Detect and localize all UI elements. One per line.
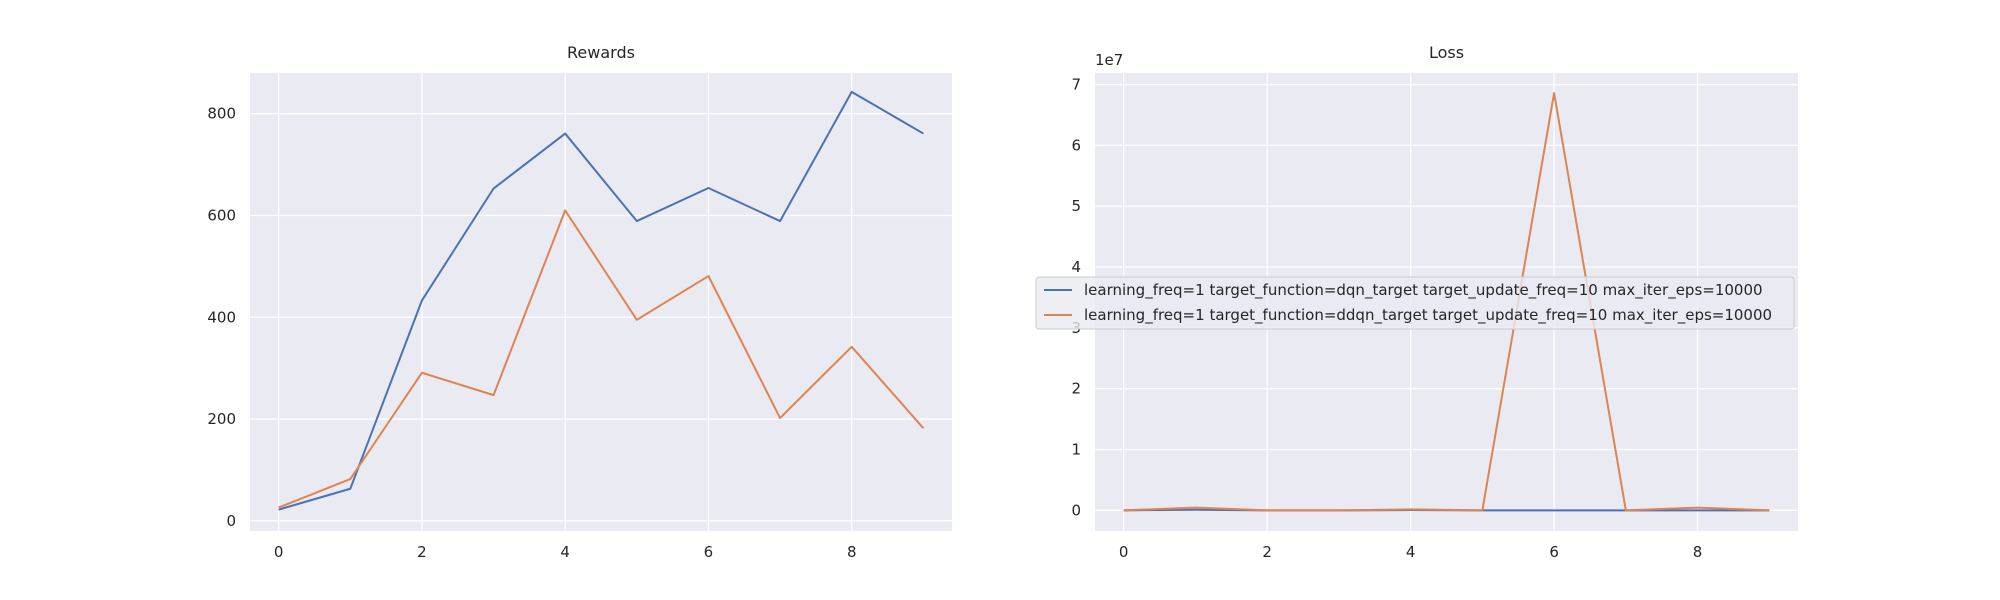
rewards-series-line-2 xyxy=(278,209,925,509)
rewards-plot-area xyxy=(250,73,952,531)
legend-label-1: learning_freq=1 target_function=dqn_targ… xyxy=(1084,281,1763,300)
rewards-x-tick-label: 0 xyxy=(274,543,284,561)
loss-y-tick-label: 0 xyxy=(1071,501,1081,519)
loss-x-tick-label: 2 xyxy=(1262,543,1272,561)
loss-tick-labels: 0246801234567 xyxy=(1071,76,1702,561)
legend: learning_freq=1 target_function=dqn_targ… xyxy=(1035,276,1795,330)
legend-label-2: learning_freq=1 target_function=ddqn_tar… xyxy=(1084,306,1772,325)
loss-series-line-2 xyxy=(1123,92,1770,512)
loss-x-tick-label: 0 xyxy=(1119,543,1129,561)
loss-y-offset-label: 1e7 xyxy=(1095,51,1123,69)
loss-y-tick-label: 4 xyxy=(1071,258,1081,276)
rewards-x-tick-label: 8 xyxy=(847,543,857,561)
rewards-chart-title: Rewards xyxy=(567,43,635,62)
loss-y-tick-label: 6 xyxy=(1071,136,1081,154)
rewards-chart: 0 2 4 6 8 0 200 400 600 800 Rewards xyxy=(207,43,952,561)
rewards-series-line-1 xyxy=(278,90,924,511)
rewards-y-tick-label: 600 xyxy=(207,206,236,224)
loss-x-tick-label: 4 xyxy=(1406,543,1416,561)
loss-x-tick-label: 8 xyxy=(1693,543,1703,561)
rewards-x-tick-label: 6 xyxy=(704,543,714,561)
rewards-y-tick-label: 200 xyxy=(207,410,236,428)
loss-x-tick-label: 6 xyxy=(1549,543,1559,561)
rewards-y-tick-label: 0 xyxy=(226,512,236,530)
loss-chart: 0246801234567 Loss 1e7 learning_freq=1 t… xyxy=(1035,43,1798,561)
legend-box xyxy=(1035,276,1795,330)
loss-y-tick-label: 1 xyxy=(1071,440,1081,458)
rewards-series xyxy=(278,90,925,511)
rewards-grid xyxy=(250,73,952,531)
rewards-x-tick-label: 2 xyxy=(417,543,427,561)
loss-series xyxy=(1123,92,1770,512)
rewards-tick-labels: 0 2 4 6 8 0 200 400 600 800 xyxy=(207,105,856,561)
rewards-y-tick-label: 800 xyxy=(207,105,236,123)
rewards-x-tick-label: 4 xyxy=(560,543,570,561)
loss-y-tick-label: 7 xyxy=(1071,76,1081,94)
loss-chart-title: Loss xyxy=(1429,43,1464,62)
loss-y-tick-label: 5 xyxy=(1071,197,1081,215)
rewards-y-tick-label: 400 xyxy=(207,308,236,326)
loss-y-tick-label: 2 xyxy=(1071,380,1081,398)
